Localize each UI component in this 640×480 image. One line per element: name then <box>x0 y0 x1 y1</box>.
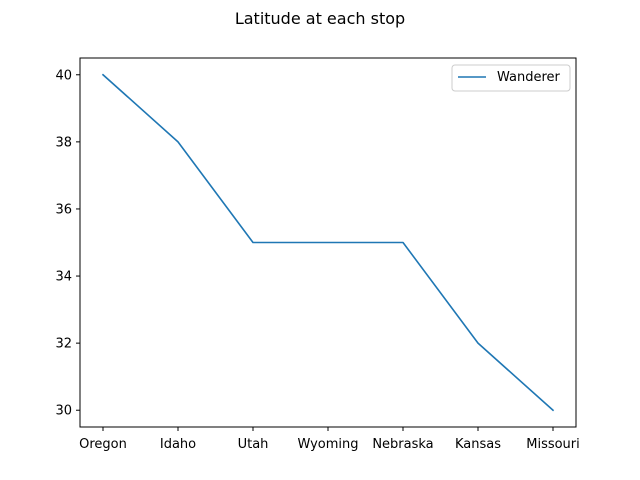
y-tick-label: 36 <box>55 202 72 217</box>
x-tick-label: Nebraska <box>372 437 433 452</box>
chart-title: Latitude at each stop <box>235 9 405 28</box>
legend-label-wanderer: Wanderer <box>497 70 561 85</box>
x-tick-label: Kansas <box>455 437 501 452</box>
x-tick-label: Wyoming <box>297 437 358 452</box>
series-layer <box>101 73 555 412</box>
y-tick-label: 34 <box>55 270 72 285</box>
y-tick-label: 32 <box>55 337 72 352</box>
legend-box <box>451 64 571 92</box>
x-tick-label: Oregon <box>79 437 127 452</box>
x-tick-label: Utah <box>238 437 269 452</box>
y-tick-label: 30 <box>55 404 72 419</box>
y-tick-label: 38 <box>55 135 72 150</box>
legend: Wanderer <box>451 64 571 92</box>
y-tick-label: 40 <box>55 68 72 83</box>
x-tick-label: Missouri <box>526 437 580 452</box>
y-axis: 30 32 34 36 38 40 <box>55 68 80 419</box>
x-axis: Oregon Idaho Utah Wyoming Nebraska Kansas Miss… <box>79 427 580 452</box>
x-tick-label: Idaho <box>160 437 196 452</box>
